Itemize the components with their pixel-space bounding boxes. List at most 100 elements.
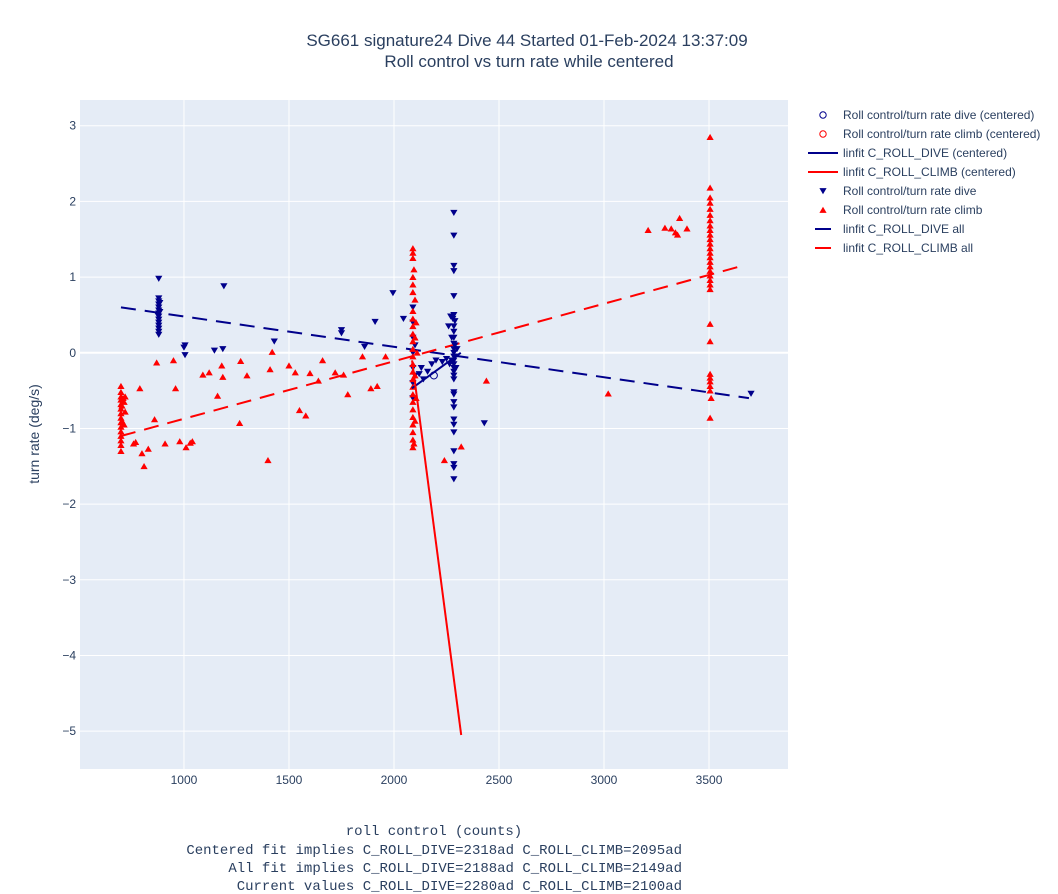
dive-point xyxy=(444,323,453,330)
climb-point xyxy=(706,272,714,279)
y-tick-label: −2 xyxy=(62,497,76,511)
x-axis-note-centered: Centered fit implies C_ROLL_DIVE=2318ad … xyxy=(186,843,682,859)
climb-point xyxy=(120,421,128,428)
legend-item[interactable]: linfit C_ROLL_DIVE (centered) xyxy=(808,146,1007,160)
climb-point xyxy=(117,382,125,389)
climb-point xyxy=(706,236,714,243)
climb-point xyxy=(409,323,417,330)
climb-point xyxy=(117,423,125,430)
climb-point xyxy=(409,307,417,315)
climb-point xyxy=(706,414,714,421)
legend-item[interactable]: Roll control/turn rate dive (centered) xyxy=(819,108,1035,122)
climb-point xyxy=(706,338,714,345)
climb-point xyxy=(409,254,417,262)
dive-point xyxy=(399,315,408,322)
climb-point xyxy=(295,407,304,414)
legend: Roll control/turn rate dive (centered) Ro… xyxy=(808,108,1040,255)
legend-item[interactable]: Roll control/turn rate climb xyxy=(819,203,983,217)
y-tick-label: −3 xyxy=(62,573,76,587)
dive-point xyxy=(450,328,458,335)
climb-point xyxy=(409,391,417,398)
dive-point xyxy=(450,464,458,472)
climb-point xyxy=(673,231,682,238)
climb-point xyxy=(218,362,226,369)
dive-point xyxy=(415,371,423,378)
dive-point xyxy=(450,399,458,406)
dive-point xyxy=(270,338,278,345)
legend-label: Roll control/turn rate climb xyxy=(843,203,983,217)
dive-point xyxy=(450,376,458,383)
climb-point xyxy=(409,288,417,296)
climb-point xyxy=(644,226,652,234)
climb-point xyxy=(373,382,381,389)
x-axis-ticks: 1000 1500 2000 2500 3000 3500 xyxy=(171,773,723,787)
climb-point xyxy=(331,369,339,376)
climb-point xyxy=(409,345,417,352)
x-tick-label: 1500 xyxy=(276,773,303,787)
dive-point xyxy=(450,268,458,275)
dive-point xyxy=(360,343,369,350)
climb-point xyxy=(706,199,714,206)
dive-point xyxy=(448,334,456,341)
climb-point xyxy=(136,385,144,392)
climb-point xyxy=(169,357,178,364)
legend-item[interactable]: linfit C_ROLL_CLIMB all xyxy=(815,241,973,255)
y-tick-label: −4 xyxy=(62,648,76,662)
climb-point xyxy=(413,349,421,356)
legend-label: linfit C_ROLL_CLIMB all xyxy=(843,241,973,255)
dive-point xyxy=(371,318,379,325)
climb-point xyxy=(604,390,612,397)
climb-point xyxy=(706,211,714,218)
dive-point xyxy=(453,346,461,353)
climb-point xyxy=(409,444,417,451)
y-tick-label: 2 xyxy=(69,194,76,208)
climb-point xyxy=(213,392,222,399)
circle-open-icon xyxy=(819,111,827,119)
climb-point xyxy=(140,463,148,470)
legend-label: Roll control/turn rate climb (centered) xyxy=(843,127,1040,141)
dive-point xyxy=(450,421,458,428)
legend-item[interactable]: Roll control/turn rate climb (centered) xyxy=(819,127,1041,141)
climb-point xyxy=(117,388,125,395)
climb-point xyxy=(367,385,375,392)
climb-point xyxy=(706,240,714,247)
climb-point xyxy=(706,231,714,238)
x-axis-note-all: All fit implies C_ROLL_DIVE=2188ad C_ROL… xyxy=(228,861,682,877)
circle-open-icon xyxy=(819,130,827,138)
legend-label: linfit C_ROLL_CLIMB (centered) xyxy=(843,165,1016,179)
y-tick-label: −5 xyxy=(62,724,76,738)
climb-point xyxy=(706,217,714,224)
dive-point xyxy=(219,346,227,353)
dive-point xyxy=(156,299,164,307)
climb-point xyxy=(121,393,129,400)
legend-item[interactable]: linfit C_ROLL_DIVE all xyxy=(815,222,964,236)
climb-point xyxy=(706,374,714,381)
climb-point xyxy=(457,443,465,450)
legend-item[interactable]: linfit C_ROLL_CLIMB (centered) xyxy=(808,165,1016,179)
dive-point xyxy=(450,372,458,379)
climb-point xyxy=(706,370,714,377)
climb-point xyxy=(314,377,322,384)
climb-point xyxy=(409,281,417,288)
chart-subtitle: Roll control vs turn rate while centered xyxy=(384,52,673,71)
climb-point xyxy=(409,315,417,322)
climb-point xyxy=(706,184,714,191)
climb-point xyxy=(661,224,669,231)
climb-point xyxy=(344,391,352,398)
climb-point xyxy=(117,437,125,444)
dive-point xyxy=(747,390,755,397)
climb-point xyxy=(409,421,417,428)
dive-point xyxy=(450,391,458,398)
climb-point xyxy=(706,387,714,394)
legend-item[interactable]: Roll control/turn rate dive xyxy=(819,184,977,198)
plot-area[interactable] xyxy=(80,100,788,769)
climb-point xyxy=(411,334,419,341)
dive-point xyxy=(450,349,458,357)
climb-point xyxy=(409,245,417,252)
y-axis-title: turn rate (deg/s) xyxy=(26,384,42,484)
climb-point xyxy=(706,226,714,234)
dive-point xyxy=(428,361,436,368)
gridlines xyxy=(80,100,788,769)
climb-point xyxy=(117,428,125,435)
